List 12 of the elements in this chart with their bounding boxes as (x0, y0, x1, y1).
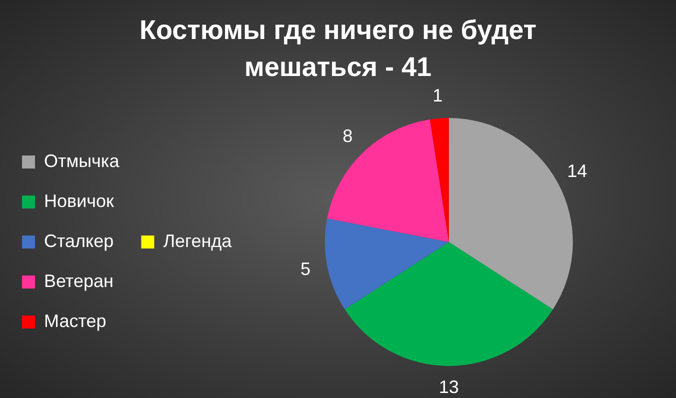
legend-label: Мастер (44, 310, 106, 331)
data-label: 1 (432, 85, 443, 106)
legend-label: Ветеран (44, 270, 114, 291)
legend-label: Легенда (163, 230, 233, 251)
legend-label: Сталкер (44, 230, 114, 251)
legend-label: Новичок (44, 190, 114, 211)
data-label: 14 (567, 161, 588, 182)
chart-title: Костюмы где ничего не будет мешаться - 41 (138, 14, 538, 84)
legend-label: Отмычка (44, 150, 120, 171)
data-label: 8 (342, 126, 353, 146)
data-label: 5 (300, 258, 311, 279)
data-label: 13 (438, 376, 459, 397)
